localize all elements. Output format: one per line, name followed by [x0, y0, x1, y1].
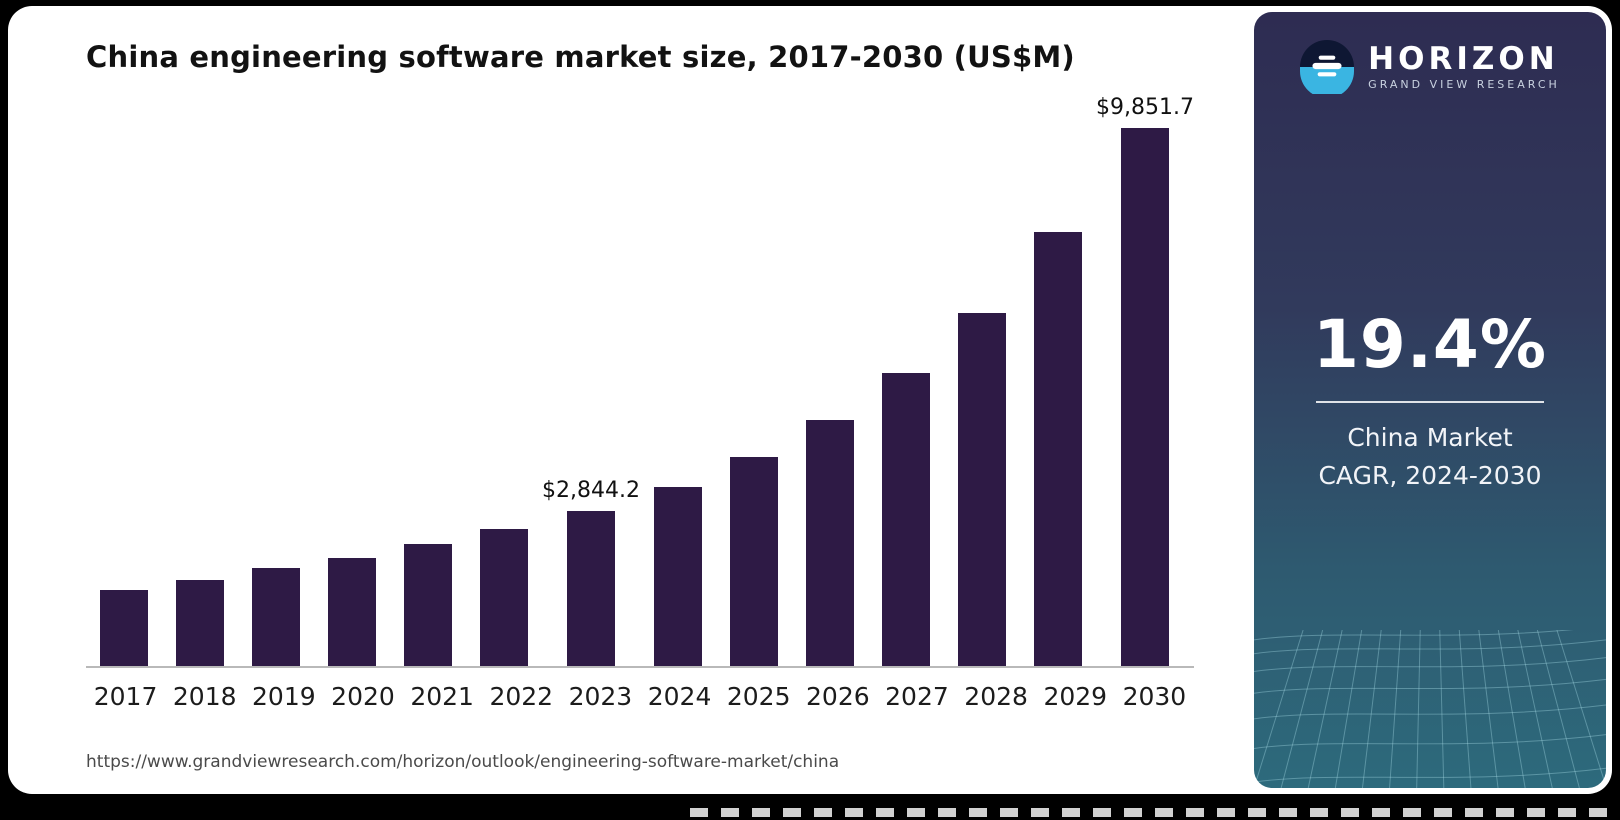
x-axis-label-2024: 2024 [647, 682, 712, 711]
bar-value-label-2023: $2,844.2 [542, 478, 640, 503]
infographic-card: China engineering software market size, … [8, 6, 1612, 794]
x-axis-label-2023: 2023 [568, 682, 633, 711]
sidebar-panel: HORIZON GRAND VIEW RESEARCH 19.4% China … [1254, 12, 1606, 788]
bar-slot-2022 [466, 529, 542, 666]
bar-slot-2028 [944, 313, 1020, 666]
x-axis-label-2026: 2026 [806, 682, 870, 711]
bar-value-label-2030: $9,851.7 [1095, 95, 1194, 120]
bottom-barcode-strip [690, 808, 1608, 817]
wireframe-mesh-decoration [1254, 630, 1606, 788]
logo-text-block: HORIZON GRAND VIEW RESEARCH [1368, 43, 1560, 92]
bar-2026 [805, 420, 854, 666]
stat-divider [1315, 401, 1544, 403]
x-axis-labels: 2017 2018 2019 2020 2021 2022 2023 2024 2025 2026… [86, 682, 1194, 711]
cagr-stat-block: 19.4% China Market CAGR, 2024-2030 [1313, 306, 1547, 494]
x-axis-label-2018: 2018 [172, 682, 237, 711]
bar-slot-2017 [86, 590, 162, 666]
bar-slot-2029 [1020, 232, 1096, 666]
logo-subtext: GRAND VIEW RESEARCH [1368, 78, 1560, 92]
cagr-value: 19.4% [1313, 306, 1547, 383]
bar-slot-2023: $2,844.2 [542, 478, 640, 666]
x-axis-label-2022: 2022 [489, 682, 554, 711]
bar-2030 [1120, 128, 1169, 666]
chart-section: China engineering software market size, … [8, 6, 1254, 794]
x-axis-label-2030: 2030 [1122, 682, 1187, 711]
x-axis-label-2020: 2020 [331, 682, 395, 711]
logo-name: HORIZON [1368, 40, 1559, 77]
source-url: https://www.grandviewresearch.com/horizo… [86, 752, 840, 772]
bar-2028 [957, 313, 1006, 666]
chart-title: China engineering software market size, … [86, 40, 1075, 74]
x-axis-label-2017: 2017 [93, 682, 158, 711]
bar-slot-2027 [868, 373, 944, 666]
bar-2018 [176, 580, 224, 666]
horizon-logo-icon [1300, 40, 1355, 99]
bar-slot-2025 [716, 457, 792, 666]
x-axis-label-2025: 2025 [726, 682, 791, 711]
bar-2027 [881, 373, 930, 666]
bar-2019 [252, 568, 300, 666]
bar-slot-2026 [792, 420, 868, 666]
bar-2020 [328, 558, 376, 666]
x-axis-label-2027: 2027 [885, 682, 949, 711]
x-axis-label-2028: 2028 [964, 682, 1028, 711]
bar-2021 [404, 544, 452, 666]
bar-2017 [100, 590, 148, 666]
horizon-logo: HORIZON GRAND VIEW RESEARCH [1300, 40, 1560, 99]
bar-2025 [729, 457, 778, 666]
bar-2029 [1033, 232, 1082, 666]
cagr-label-line1: China Market [1347, 423, 1513, 452]
bar-chart: $2,844.2 $9,851.7 [86, 95, 1194, 668]
bar-slot-2024 [640, 487, 716, 666]
x-axis-label-2021: 2021 [410, 682, 474, 711]
bar-slot-2030: $9,851.7 [1096, 95, 1194, 666]
bar-2023 [566, 511, 615, 666]
bar-slot-2020 [314, 558, 390, 666]
bar-slot-2018 [162, 580, 238, 666]
x-axis-label-2029: 2029 [1043, 682, 1108, 711]
bar-2022 [480, 529, 528, 666]
bar-slot-2019 [238, 568, 314, 666]
x-axis-label-2019: 2019 [252, 682, 316, 711]
bar-2024 [653, 487, 702, 666]
cagr-label-line2: CAGR, 2024-2030 [1318, 460, 1542, 490]
bar-slot-2021 [390, 544, 466, 666]
